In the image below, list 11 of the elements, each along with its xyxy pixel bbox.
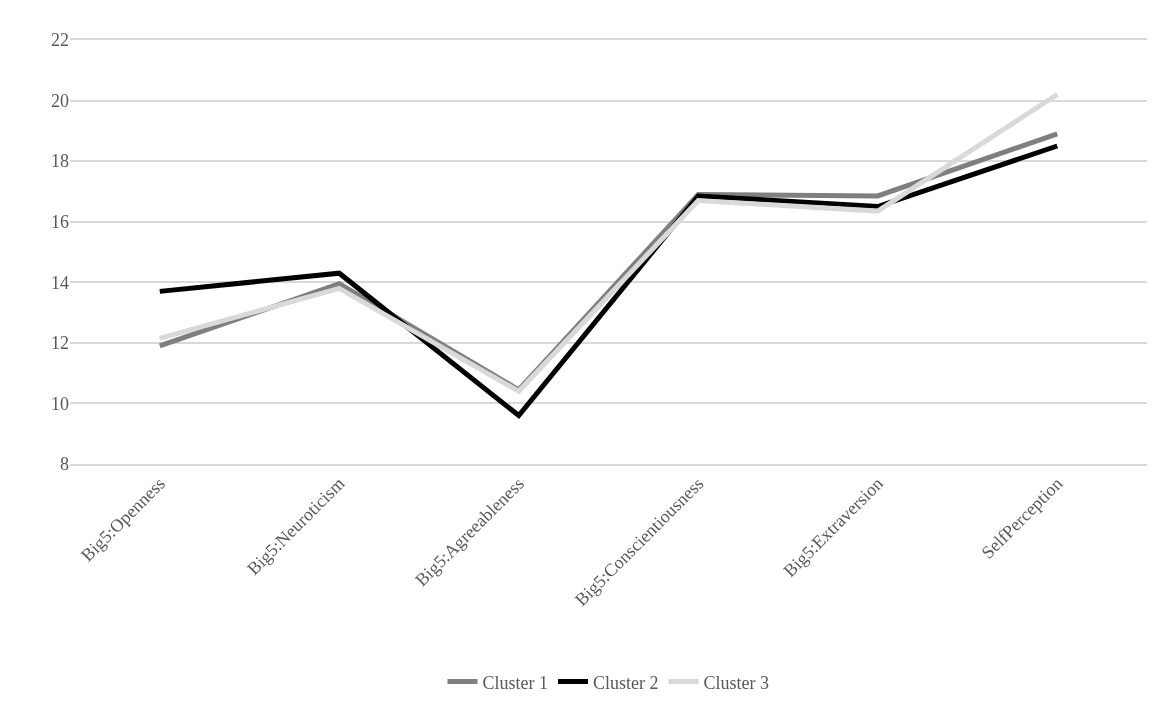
y-tick-label: 8 <box>60 454 69 475</box>
y-tick-label: 18 <box>51 151 69 172</box>
y-tick-label: 14 <box>51 272 69 293</box>
y-tick-label: 20 <box>51 90 69 111</box>
y-tick-label: 16 <box>51 212 69 233</box>
legend-label: Cluster 2 <box>593 672 659 693</box>
legend-label: Cluster 1 <box>482 672 548 693</box>
y-tick-label: 10 <box>51 393 69 414</box>
legend-label: Cluster 3 <box>703 672 769 693</box>
y-tick-label: 12 <box>51 333 69 354</box>
y-tick-label: 22 <box>51 30 69 51</box>
